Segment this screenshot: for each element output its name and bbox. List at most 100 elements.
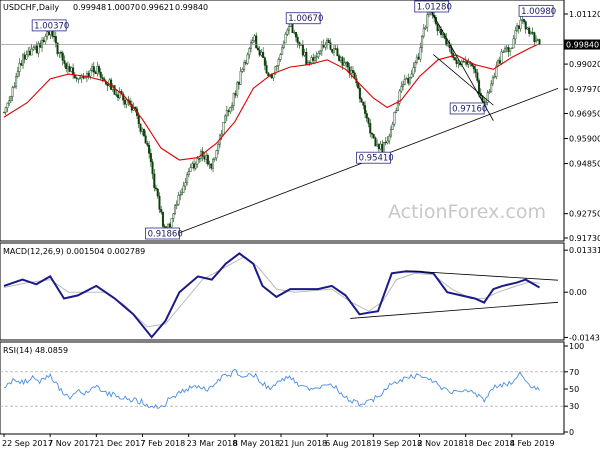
candle-body (322, 44, 325, 48)
price-y-tick-label: 0.99020 (569, 60, 600, 69)
candle-body (66, 66, 69, 70)
macd-trend-line (405, 270, 559, 281)
candle-body (531, 32, 534, 34)
candle-body (79, 77, 82, 79)
candle-body (502, 51, 505, 53)
macd-y-tick-label: -0.014323 (569, 333, 600, 342)
candle-body (519, 19, 522, 29)
candle-body (275, 65, 278, 67)
candle-body (68, 66, 71, 72)
macd-trend-lines (350, 270, 559, 319)
candle-body (239, 71, 242, 85)
candle-body (41, 39, 44, 48)
candle-body (155, 187, 158, 190)
candle-body (395, 110, 398, 113)
candle-body (210, 163, 213, 169)
candle-body (91, 66, 94, 71)
candle-body (372, 134, 375, 139)
candle-body (536, 39, 539, 41)
candle-body (464, 61, 467, 63)
price-panel: USDCHF,Daily 0.99948 1.00070 0.99621 0.9… (0, 0, 600, 243)
candle-body (255, 35, 258, 49)
candle-body (319, 50, 322, 54)
candle-body (18, 63, 21, 72)
candle-body (243, 62, 246, 70)
candle-body (282, 42, 285, 48)
candle-body (262, 52, 265, 58)
candle-body (391, 123, 394, 130)
candle-body (56, 42, 59, 55)
rsi-series (3, 369, 540, 409)
price-y-tick-label: 0.95900 (569, 135, 600, 144)
candle-body (301, 44, 304, 56)
candle-body (270, 74, 273, 79)
candle-body (400, 86, 403, 92)
candle-body (139, 123, 142, 132)
candle-body (441, 33, 444, 35)
candle-body (488, 91, 491, 93)
candle-body (288, 26, 291, 31)
candle-body (279, 54, 282, 60)
candle-body (298, 42, 301, 46)
candle-body (101, 77, 104, 80)
candle-body (281, 47, 284, 55)
candle-body (357, 82, 360, 89)
candle-body (122, 93, 125, 101)
candle-body (305, 52, 308, 65)
rsi-y-tick-label: 50 (569, 385, 579, 394)
candle-body (208, 163, 211, 165)
candle-body (251, 40, 254, 43)
candle-body (94, 71, 97, 74)
macd-trend-line (350, 301, 559, 319)
candle-body (303, 52, 306, 56)
candle-body (313, 57, 316, 61)
candle-body (424, 26, 427, 29)
candle-body (324, 44, 327, 48)
candle-body (3, 111, 6, 114)
last-price-marker: 0.99840 (0, 39, 600, 50)
candle-body (250, 42, 253, 49)
ohlc-open: 0.99948 (73, 3, 106, 12)
candle-body (450, 47, 453, 54)
candle-body (87, 73, 90, 77)
candle-body (92, 66, 95, 73)
candle-body (331, 49, 334, 53)
candle-body (438, 28, 441, 32)
last-price-label: 0.99840 (566, 41, 599, 50)
price-y-tick-label: 0.96950 (569, 109, 600, 118)
candle-body (528, 27, 531, 34)
candle-body (294, 32, 297, 38)
candle-body (42, 39, 45, 42)
candle-body (529, 32, 532, 34)
candle-body (467, 62, 470, 65)
macd-y-tick-label: 0.013319 (569, 246, 600, 255)
candle-body (99, 71, 102, 78)
rsi-panel: RSI(14) 48.0859 100 70 50 30 0 (0, 341, 584, 437)
candle-body (137, 115, 140, 125)
candle-body (343, 62, 346, 66)
candle-body (369, 123, 372, 134)
candle-body (350, 70, 353, 74)
candle-body (407, 78, 410, 84)
candle-body (47, 31, 50, 35)
rsi-y-tick-label: 100 (569, 342, 584, 351)
price-annotation-box (449, 102, 485, 115)
candle-body (503, 48, 506, 53)
x-tick-label: 6 Aug 2018 (325, 439, 371, 448)
candle-body (300, 44, 303, 46)
candle-body (179, 194, 182, 196)
candle-body (476, 72, 479, 81)
candle-body (11, 87, 14, 97)
candle-body (25, 54, 28, 60)
candle-body (170, 218, 173, 228)
candle-body (198, 158, 201, 160)
candle-body (379, 143, 382, 150)
candle-body (37, 43, 40, 54)
candle-body (436, 23, 439, 32)
candle-body (351, 70, 354, 73)
macd-title: MACD(12,26,9) 0.001504 0.002789 (3, 247, 145, 256)
candle-body (149, 153, 152, 163)
candle-body (402, 84, 405, 87)
candle-body (263, 57, 266, 66)
